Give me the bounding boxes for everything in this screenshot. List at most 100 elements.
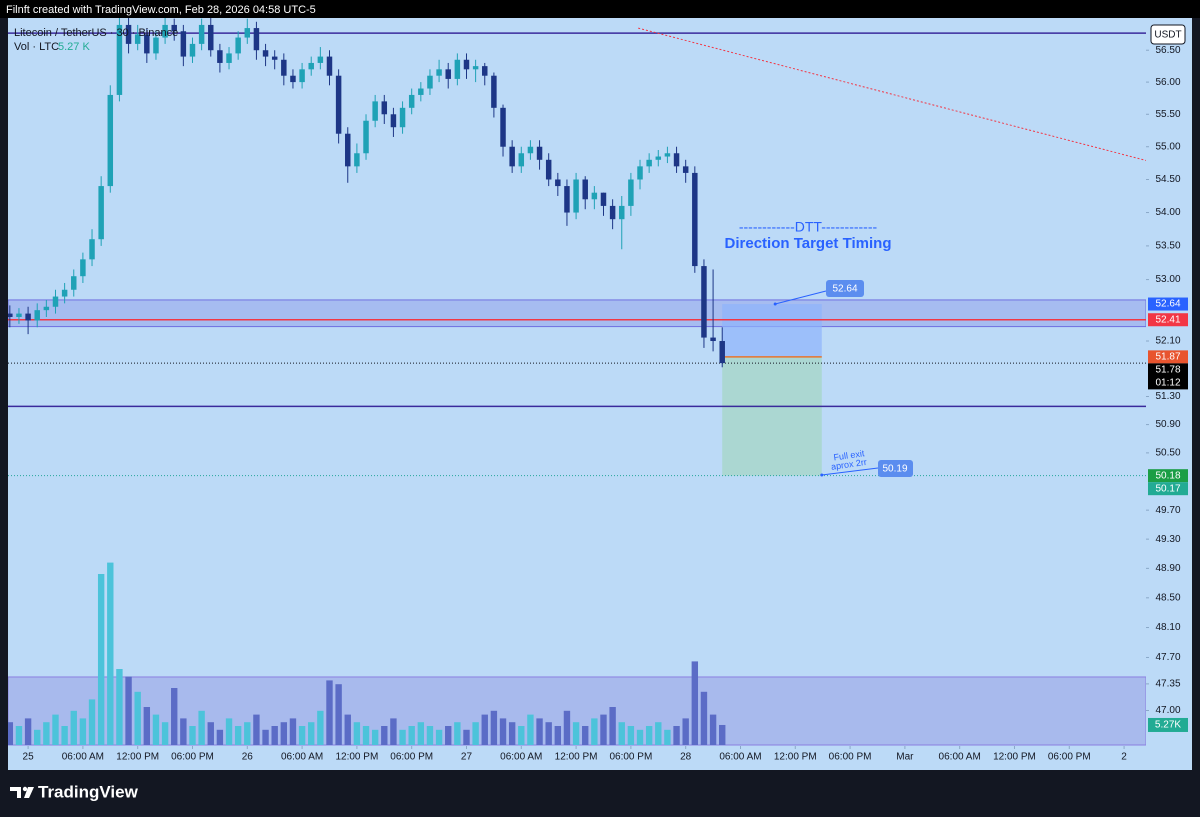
candle-body <box>16 313 22 318</box>
volume-bar <box>289 718 297 745</box>
volume-bar <box>24 718 32 745</box>
volume-bar <box>308 722 315 745</box>
price-badge <box>1148 350 1188 364</box>
volume-bar <box>563 710 571 745</box>
candle-body <box>637 166 643 180</box>
candle-body <box>482 66 488 76</box>
candle-body <box>226 53 232 63</box>
volume-bar <box>8 722 14 745</box>
candle-body <box>418 88 424 95</box>
volume-bar <box>390 718 397 745</box>
volume-bar <box>271 726 278 745</box>
footer-bar <box>0 770 1200 817</box>
volume-bar <box>107 562 114 745</box>
candle-body <box>372 101 378 121</box>
y-tick-label: 56.00 <box>1155 77 1180 88</box>
volume-bar <box>527 714 534 745</box>
candle-body <box>500 107 506 147</box>
volume-bar <box>371 729 379 745</box>
volume-bar <box>636 729 644 745</box>
candle-body <box>208 24 214 51</box>
candle-body <box>673 153 680 167</box>
volume-bar <box>262 729 269 745</box>
volume-bar <box>280 722 288 745</box>
x-tick-label: 26 <box>242 752 254 763</box>
volume-bar <box>225 718 233 745</box>
volume-bar <box>554 726 562 745</box>
countdown: 01:12 <box>1155 378 1180 389</box>
volume-bar <box>125 676 132 745</box>
price-badge-label: 52.41 <box>1155 314 1180 325</box>
callout-box <box>826 280 864 297</box>
candle-body <box>354 153 360 167</box>
volume-bar <box>719 724 726 745</box>
volume-bar <box>709 714 717 745</box>
volume-badge <box>1148 717 1188 732</box>
x-tick-label: 27 <box>461 752 473 763</box>
candle-body <box>43 306 50 311</box>
candle-body <box>8 313 13 318</box>
trend-line <box>638 27 1146 161</box>
candle-body <box>582 179 588 200</box>
price-badge <box>1148 363 1188 390</box>
candle-body <box>555 179 561 187</box>
volume-bar <box>645 726 653 745</box>
price-zone <box>8 299 1146 328</box>
candle-body <box>609 205 616 220</box>
callout-anchor <box>773 302 777 306</box>
volume-bar <box>508 722 516 745</box>
candle-body <box>326 56 333 76</box>
y-tick-label: 54.00 <box>1155 207 1180 218</box>
candle-body <box>253 28 260 51</box>
volume-bar <box>536 718 543 745</box>
candle-body <box>509 146 515 167</box>
volume-bar <box>34 729 41 745</box>
volume-bar <box>216 729 224 745</box>
volume-bar <box>207 722 214 745</box>
candle-body <box>390 114 397 128</box>
x-tick-label: 06:00 AM <box>939 752 981 763</box>
candle-body <box>408 94 415 108</box>
candle-body <box>244 28 251 38</box>
x-tick-label: 12:00 PM <box>116 752 159 763</box>
volume-bar <box>180 718 187 745</box>
price-badge <box>1148 297 1188 311</box>
volume-bar <box>627 726 635 745</box>
volume-bar <box>572 722 580 745</box>
y-tick-label: 53.00 <box>1155 274 1180 285</box>
candle-body <box>271 56 278 60</box>
volume-bar <box>198 710 205 745</box>
volume-bar <box>362 726 370 745</box>
candle-body <box>655 156 662 160</box>
currency[interactable]: USDT <box>1154 30 1181 41</box>
volume-bar <box>481 714 488 745</box>
position-risk <box>722 304 822 357</box>
volume-bar <box>600 714 607 745</box>
volume-bar <box>545 722 552 745</box>
volume-bar <box>417 722 425 745</box>
volume-bar <box>97 574 105 745</box>
annotation-dtt: ------------DTT------------ <box>739 219 878 235</box>
candle-body <box>619 205 625 220</box>
candle-body <box>427 75 433 89</box>
callout-label: 52.64 <box>832 284 857 295</box>
volume-bar <box>335 684 342 745</box>
volume-bar <box>298 726 306 745</box>
price-badge-label: 51.78 <box>1155 365 1180 376</box>
candle-body <box>545 159 552 180</box>
y-tick-label: 47.70 <box>1155 652 1180 663</box>
volume-bar <box>454 722 461 745</box>
price-badge <box>1148 482 1188 496</box>
candle-body <box>107 94 114 187</box>
y-tick-label: 53.50 <box>1155 241 1180 252</box>
candle-body <box>98 186 104 240</box>
candle-body <box>536 146 543 160</box>
candle-body <box>180 31 187 57</box>
volume-last: 5.27 K <box>58 41 90 53</box>
x-tick-label: 06:00 AM <box>719 752 761 763</box>
candle-body <box>692 172 698 267</box>
currency-box[interactable] <box>1150 24 1186 45</box>
exit-note: Full exit <box>833 448 866 462</box>
volume-bar <box>499 718 507 745</box>
candle-body <box>61 289 68 297</box>
